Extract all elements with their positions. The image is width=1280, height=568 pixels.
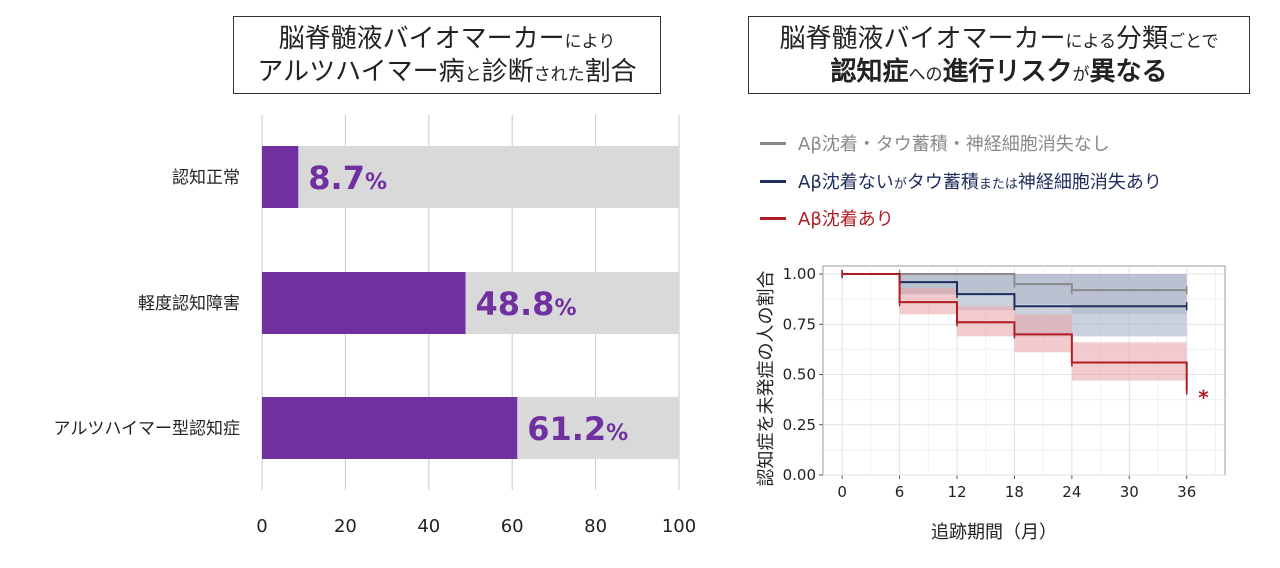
significance-asterisk: * — [1198, 386, 1209, 410]
x-tick-label-3: 18 — [1005, 483, 1024, 501]
x-tick-label-3: 60 — [501, 516, 524, 537]
right-title-line1-main: 脳脊髄液バイオマーカー — [779, 24, 1066, 54]
right-title-line2-b: への — [908, 64, 943, 85]
left-title-line1-suffix: により — [564, 32, 616, 52]
value-label-1: 48.8% — [475, 285, 576, 323]
legend-item-no-pathology: Aβ沈着・タウ蓄積・神経細胞消失なし — [760, 130, 1110, 156]
x-tick-label-5: 100 — [662, 516, 696, 537]
y-axis-label: 認知症を未発症の人の割合 — [756, 271, 777, 487]
left-chart-title: 脳脊髄液バイオマーカーにより アルツハイマー病と診断された割合 — [233, 16, 661, 94]
x-tick-label-2: 12 — [947, 483, 966, 501]
left-title-line2-d: された — [533, 64, 585, 85]
left-title-line1-main: 脳脊髄液バイオマーカー — [278, 24, 565, 54]
left-title-line2-e: 割合 — [584, 56, 637, 87]
survival-chart: 0 6 12 18 24 30 36 0.00 0.25 0.50 0.75 1.00 * 追跡期間（月）… — [756, 265, 1226, 543]
value-label-0: 8.7% — [308, 159, 387, 197]
right-title-line2-c: 進行リスク — [942, 56, 1073, 87]
legend-item-amyloid: Aβ沈着あり — [760, 205, 894, 231]
category-label-1: 軽度認知障害 — [138, 294, 240, 314]
legend-item-tau-or-neuro: Aβ沈着ないがタウ蓄積または神経細胞消失あり — [760, 168, 1162, 194]
legend-label-navy-b: が — [893, 177, 907, 192]
legend-label-grey: Aβ沈着・タウ蓄積・神経細胞消失なし — [798, 134, 1110, 155]
right-title-line2-d: が — [1072, 64, 1090, 85]
legend-label-red: Aβ沈着あり — [798, 209, 894, 230]
legend-label-navy-c: タウ蓄積 — [906, 172, 979, 193]
series-line-2 — [842, 273, 1188, 391]
legend-label-navy-e: 神経細胞消失あり — [1017, 172, 1162, 193]
right-title-line1-suffix: による — [1065, 32, 1117, 52]
right-title-line1-suffix2: ごとで — [1168, 32, 1219, 52]
x-tick-label-2: 40 — [417, 516, 440, 537]
left-title-line2-c: 診断 — [481, 56, 534, 87]
y-tick-label-3: 0.75 — [783, 315, 816, 333]
x-tick-label-0: 0 — [837, 483, 847, 501]
x-axis-label: 追跡期間（月） — [931, 522, 1057, 543]
x-tick-label-4: 80 — [584, 516, 607, 537]
right-title-line1-main2: 分類 — [1116, 24, 1169, 54]
y-tick-label-0: 0.00 — [783, 466, 816, 484]
left-title-line2-a: アルツハイマー病 — [257, 56, 465, 87]
legend-label-navy-a: Aβ沈着ない — [798, 172, 894, 193]
y-tick-label-1: 0.25 — [783, 416, 816, 434]
bar-2 — [262, 397, 518, 459]
bar-1 — [262, 272, 466, 334]
x-tick-label-1: 20 — [334, 516, 357, 537]
y-tick-label-2: 0.50 — [783, 366, 816, 384]
left-title-line2-b: と — [464, 64, 482, 85]
x-tick-label-0: 0 — [256, 516, 267, 537]
x-tick-label-1: 6 — [895, 483, 905, 501]
right-title-line2-a: 認知症 — [830, 56, 909, 87]
legend-swatch-navy — [760, 179, 786, 183]
right-chart-title: 脳脊髄液バイオマーカーによる分類ごとで 認知症への進行リスクが異なる — [748, 16, 1250, 94]
x-tick-label-6: 36 — [1177, 483, 1196, 501]
category-label-0: 認知正常 — [172, 168, 240, 188]
legend-swatch-grey — [760, 141, 786, 145]
bar-chart: 0 20 40 60 80 100 認知正常 8.7% 軽度認知障害 48.8% アルツハイマー型認… — [54, 115, 696, 537]
bar-0 — [262, 146, 299, 208]
right-title-line2-e: 異なる — [1089, 56, 1168, 87]
legend-swatch-red — [760, 216, 786, 220]
legend-label-navy-d: または — [978, 177, 1018, 192]
y-tick-label-4: 1.00 — [783, 265, 816, 283]
category-label-2: アルツハイマー型認知症 — [54, 419, 241, 439]
x-tick-label-4: 24 — [1062, 483, 1081, 501]
value-label-2: 61.2% — [527, 410, 628, 448]
x-tick-label-5: 30 — [1120, 483, 1139, 501]
bar-background-0 — [262, 146, 679, 208]
